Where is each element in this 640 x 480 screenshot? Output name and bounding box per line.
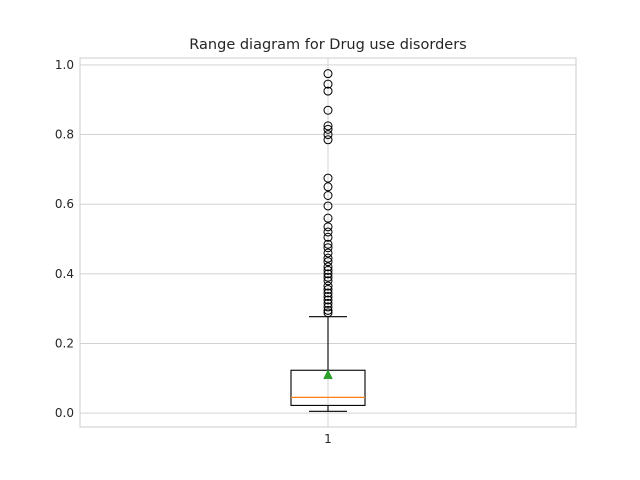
outlier-point — [323, 272, 333, 282]
plot-area — [290, 69, 366, 412]
outlier-point — [323, 79, 333, 89]
outlier-point — [323, 232, 333, 242]
chart-title: Range diagram for Drug use disorders — [189, 37, 466, 53]
outlier-point — [323, 284, 333, 294]
y-tick-label: 0.0 — [55, 406, 74, 420]
outlier-point — [323, 182, 333, 192]
outlier-point — [323, 308, 333, 318]
y-tick-label: 0.2 — [55, 336, 74, 350]
outlier-point — [323, 173, 333, 183]
outlier-point — [323, 269, 333, 279]
outlier-point — [323, 135, 333, 145]
outlier-point — [323, 121, 333, 131]
y-tick-label: 0.6 — [55, 197, 74, 211]
outlier-point — [323, 302, 333, 312]
plot-frame — [79, 57, 577, 428]
outlier-point — [323, 265, 333, 275]
outlier-point — [323, 105, 333, 115]
outlier-point — [323, 201, 333, 211]
outlier-point — [323, 69, 333, 79]
outlier-point — [323, 298, 333, 308]
x-tick-label: 1 — [324, 432, 332, 446]
outlier-point — [323, 130, 333, 140]
outlier-point — [323, 222, 333, 232]
outlier-point — [323, 213, 333, 223]
outlier-point — [323, 239, 333, 249]
outlier-point — [323, 253, 333, 263]
outlier-point — [323, 248, 333, 258]
outlier-point — [323, 124, 333, 134]
axes: 0.0 0.2 0.4 0.6 0.8 1.0 1 — [55, 58, 332, 446]
y-tick-label: 0.8 — [55, 128, 74, 142]
outlier-point — [323, 257, 333, 267]
outlier-point — [323, 288, 333, 298]
mean-marker — [323, 369, 333, 380]
outlier-point — [323, 86, 333, 96]
y-tick-label: 0.4 — [55, 267, 74, 281]
outlier-point — [323, 227, 333, 237]
outlier-point — [323, 276, 333, 286]
outlier-point — [323, 291, 333, 301]
grid-lines — [80, 58, 576, 427]
outlier-point — [323, 295, 333, 305]
outlier-point — [323, 281, 333, 291]
outlier-point — [323, 262, 333, 272]
outlier-point — [323, 305, 333, 315]
outlier-point — [323, 243, 333, 253]
outlier-point — [323, 191, 333, 201]
y-tick-label: 1.0 — [55, 58, 74, 72]
